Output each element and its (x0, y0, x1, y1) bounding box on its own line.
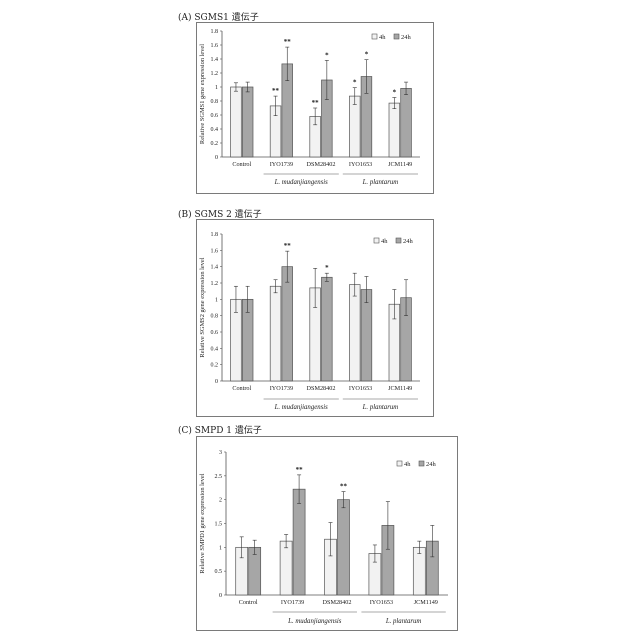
chart-a-legend-label: 4h (379, 34, 386, 41)
chart-a-sig-mark: * (393, 89, 397, 97)
chart-b-category-label: Control (232, 385, 251, 392)
chart-b-category-label: IYO1653 (349, 385, 372, 392)
chart-c-ytick-label: 0 (219, 593, 222, 599)
chart-b-ytick-label: 1 (215, 297, 218, 303)
chart-a-sig-mark: * (365, 51, 369, 59)
chart-c-sig-mark: ** (340, 483, 348, 491)
chart-b-legend-swatch-24h (396, 238, 401, 243)
chart-a-ylabel: Relative SGMS1 gene expression level (199, 44, 206, 144)
chart-a-bar-4h (231, 87, 242, 157)
chart-c-ytick-label: 2.5 (215, 474, 223, 480)
chart-b-sig-mark: * (325, 264, 329, 272)
chart-b-bar-4h (270, 286, 281, 381)
chart-b-category-label: JCM1149 (388, 385, 412, 392)
chart-c-legend-swatch-4h (397, 461, 402, 466)
chart-a-bar-4h (389, 103, 400, 157)
chart-c-category-label: JCM1149 (414, 599, 438, 606)
chart-a-bar-24h (242, 87, 253, 157)
chart-a-legend-label: 24h (401, 34, 412, 41)
chart-b-ytick-label: 0.6 (211, 330, 219, 336)
chart-a-ytick-label: 0.6 (211, 113, 219, 119)
chart-b-bar-24h (361, 290, 372, 381)
chart-c-ytick-label: 2 (219, 498, 222, 504)
chart-c-ytick-label: 1.5 (215, 522, 223, 528)
chart-a-category-label: Control (232, 161, 251, 168)
chart-a-category-label: DSM28402 (307, 161, 336, 168)
chart-a-ytick-label: 1.2 (211, 71, 219, 77)
chart-b-ytick-label: 0.4 (211, 346, 219, 352)
chart-c-ytick-label: 1 (219, 545, 222, 551)
chart-a-legend-swatch-24h (394, 34, 399, 39)
chart-a-ytick-label: 1.8 (211, 29, 219, 35)
chart-a-sig-mark: ** (272, 87, 280, 95)
chart-a-sig-mark: * (353, 79, 357, 87)
chart-b-legend-label: 4h (381, 238, 388, 245)
chart-c-group-label: L. plantarum (385, 618, 422, 625)
chart-c-legend-label: 24h (426, 461, 437, 468)
chart-a-legend-swatch-4h (372, 34, 377, 39)
chart-b-legend-swatch-4h (374, 238, 379, 243)
chart-a-group-label: L. plantarum (362, 179, 399, 186)
chart-a-bar-24h (401, 88, 412, 157)
chart-b-category-label: IYO1739 (270, 385, 293, 392)
chart-c-ytick-label: 0.5 (215, 569, 223, 575)
chart-c-legend-label: 4h (404, 461, 411, 468)
chart-c-category-label: Control (239, 599, 258, 606)
chart-c-bar-4h (413, 547, 425, 595)
chart-b-bar-24h (282, 267, 293, 381)
chart-b-ytick-label: 1.4 (211, 265, 219, 271)
chart-b-category-label: DSM28402 (307, 385, 336, 392)
chart-c-ylabel: Relative SMPD1 gene expression level (199, 473, 206, 573)
chart-b-sig-mark: ** (284, 242, 292, 250)
chart-b-group-label: L. plantarum (362, 404, 399, 411)
chart-b-group-label: L. mudanjiangensis (274, 404, 329, 411)
chart-a-sig-mark: ** (284, 38, 292, 46)
chart-c-category-label: IYO1739 (281, 599, 304, 606)
chart-b-ylabel: Relative SGMS2 gene expression level (199, 257, 206, 357)
chart-a-category-label: IYO1739 (270, 161, 293, 168)
chart-c-bar-24h (338, 500, 350, 595)
chart-a-category-label: JCM1149 (388, 161, 412, 168)
chart-b-ytick-label: 1.2 (211, 281, 219, 287)
chart-b-legend-label: 24h (403, 238, 414, 245)
chart-a-ytick-label: 1 (215, 85, 218, 91)
chart-c-sig-mark: ** (296, 466, 304, 474)
chart-b-ytick-label: 0.2 (211, 363, 219, 369)
chart-a-ytick-label: 0.2 (211, 141, 219, 147)
chart-b-ytick-label: 1.8 (211, 232, 219, 238)
chart-c-category-label: IYO1653 (370, 599, 393, 606)
chart-a-ytick-label: 0 (215, 155, 218, 161)
chart-a-ytick-label: 1.6 (211, 43, 219, 49)
chart-b-ytick-label: 0.8 (211, 314, 219, 320)
chart-a-category-label: IYO1653 (349, 161, 372, 168)
chart-b-ytick-label: 0 (215, 379, 218, 385)
chart-a-sig-mark: ** (312, 99, 320, 107)
chart-c-legend-swatch-24h (419, 461, 424, 466)
chart-c-category-label: DSM28402 (323, 599, 352, 606)
chart-c-bar-4h (280, 541, 292, 595)
chart-b-bar-4h (349, 285, 360, 381)
chart-b-bar-24h (322, 277, 333, 381)
chart-a-bar-4h (349, 96, 360, 157)
chart-a-sig-mark: * (325, 51, 329, 59)
chart-b-ytick-label: 1.6 (211, 248, 219, 254)
chart-c-ytick-label: 3 (219, 450, 222, 456)
chart-a-ytick-label: 0.8 (211, 99, 219, 105)
chart-c-bar-24h (293, 489, 305, 595)
chart-a-ytick-label: 1.4 (211, 57, 219, 63)
chart-a-ytick-label: 0.4 (211, 127, 219, 133)
chart-a-group-label: L. mudanjiangensis (274, 179, 329, 186)
chart-c-group-label: L. mudanjiangensis (287, 618, 342, 625)
